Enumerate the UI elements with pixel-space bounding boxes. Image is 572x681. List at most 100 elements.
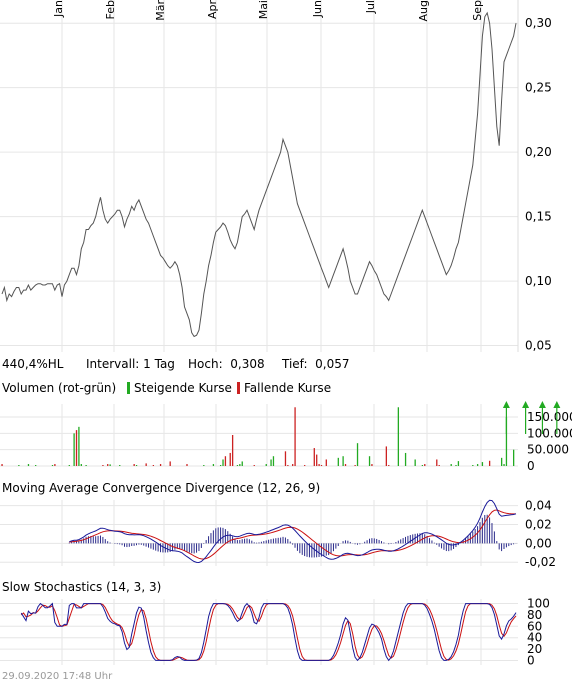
- volume-tick-label: 0: [527, 459, 535, 473]
- price-tick-label: 0,25: [525, 81, 552, 95]
- volume-bar: [356, 443, 359, 466]
- price-grid: [0, 0, 519, 665]
- volume-bar: [169, 461, 171, 466]
- volume-bar: [51, 465, 54, 466]
- stoch-tick-label: 80: [527, 608, 542, 622]
- macd-histogram: [68, 514, 517, 558]
- month-label: Feb: [104, 0, 117, 19]
- volume-overflow-arrow: [522, 401, 530, 408]
- volume-bar: [78, 426, 80, 466]
- volume-bar: [424, 464, 426, 466]
- volume-bar: [342, 456, 344, 466]
- volume-bar: [476, 464, 479, 466]
- month-axis-labels: Jan Feb Mär Apr Mai Jun Jul Aug Sep: [52, 0, 484, 21]
- legend-up-swatch: [127, 382, 130, 394]
- volume-overflow-arrows: [502, 401, 561, 434]
- volume-bar: [135, 465, 138, 466]
- volume-bar: [1, 464, 3, 466]
- month-label: Mai: [257, 0, 270, 19]
- volume-bar: [75, 430, 78, 466]
- volume-bar: [107, 464, 109, 466]
- volume-bar: [212, 464, 215, 466]
- volume-bar: [80, 464, 82, 466]
- volume-bar: [102, 465, 104, 466]
- volume-tick-label: 150.000: [527, 410, 572, 424]
- volume-overflow-arrow: [553, 401, 561, 408]
- volume-bars: [1, 407, 515, 466]
- timestamp-footer: 29.09.2020 17:48 Uhr: [2, 671, 113, 681]
- volume-tick-label: 100.000: [527, 426, 572, 440]
- month-label: Jul: [364, 0, 377, 14]
- volume-bar: [272, 456, 275, 466]
- high-label: Hoch: 0,308: [188, 357, 265, 371]
- volume-bar: [241, 461, 243, 466]
- volume-bar: [344, 464, 347, 466]
- volume-bar: [354, 465, 356, 466]
- volume-bar: [284, 451, 287, 466]
- price-y-axis: 0,30 0,25 0,20 0,15 0,10 0,05: [525, 16, 552, 352]
- volume-bar: [35, 465, 37, 466]
- macd-title: Moving Average Convergence Divergence (1…: [2, 481, 320, 495]
- stoch-tick-label: 100: [527, 597, 550, 611]
- month-label: Apr: [206, 0, 219, 19]
- volume-bar: [18, 465, 20, 466]
- volume-bar: [231, 435, 234, 466]
- volume-y-axis: 150.000 100.000 50.000 0: [527, 410, 572, 473]
- stoch-grid: [0, 603, 518, 661]
- range-label: 440,4%HL: [2, 357, 64, 371]
- stoch-k-line: [20, 602, 517, 662]
- volume-bar: [414, 459, 416, 466]
- volume-bar: [119, 465, 121, 466]
- macd-tick-label: 0,00: [525, 536, 552, 550]
- volume-bar: [224, 456, 227, 466]
- volume-grid: [0, 416, 518, 467]
- volume-bar: [68, 465, 70, 466]
- price-tick-label: 0,30: [525, 16, 552, 30]
- macd-line: [69, 499, 517, 564]
- volume-bar: [203, 465, 205, 466]
- volume-bar: [54, 464, 56, 466]
- volume-bar: [85, 465, 87, 466]
- price-tick-label: 0,10: [525, 274, 552, 288]
- macd-tick-label: 0,04: [525, 499, 552, 513]
- volume-bar: [236, 465, 239, 466]
- month-label: Jun: [311, 0, 324, 18]
- volume-bar: [436, 459, 438, 466]
- macd-tick-label: -0,02: [525, 555, 556, 569]
- macd-y-axis: 0,04 0,02 0,00 -0,02: [525, 499, 556, 570]
- volume-bar: [229, 452, 231, 466]
- interval-label: Intervall: 1 Tag: [86, 357, 175, 371]
- volume-bar: [222, 459, 224, 466]
- legend-up-label: Steigende Kurse: [134, 381, 232, 395]
- volume-bar: [287, 465, 289, 466]
- volume-bar: [316, 454, 318, 466]
- volume-bar: [385, 446, 387, 466]
- price-tick-label: 0,15: [525, 210, 552, 224]
- volume-bar: [503, 464, 505, 466]
- volume-bar: [133, 464, 135, 466]
- price-tick-label: 0,05: [525, 339, 552, 353]
- volume-bar: [239, 464, 241, 466]
- volume-bar: [320, 465, 323, 466]
- volume-bar: [481, 462, 484, 466]
- volume-overflow-arrow: [538, 401, 546, 408]
- volume-bar: [292, 464, 294, 466]
- volume-bar: [270, 459, 272, 466]
- stoch-d-line: [20, 603, 517, 661]
- volume-bar: [500, 457, 503, 466]
- month-label: Jan: [52, 0, 65, 18]
- volume-bar: [397, 407, 400, 466]
- volume-bar: [318, 464, 320, 466]
- volume-bar: [438, 465, 440, 466]
- volume-bar: [73, 433, 75, 466]
- month-label: Aug: [417, 0, 430, 21]
- volume-tick-label: 50.000: [527, 443, 569, 457]
- volume-bar: [265, 464, 267, 466]
- volume-bar: [186, 464, 188, 466]
- stoch-tick-label: 0: [527, 653, 535, 667]
- volume-bar: [159, 464, 162, 466]
- volume-bar: [371, 464, 373, 466]
- volume-bar: [455, 465, 457, 466]
- price-line: [1, 11, 517, 338]
